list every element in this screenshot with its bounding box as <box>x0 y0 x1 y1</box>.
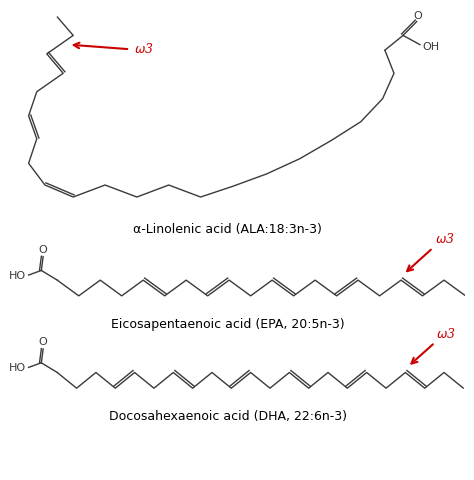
Text: $\omega$3: $\omega$3 <box>134 42 154 56</box>
Text: α-Linolenic acid (ALA:18:3n-3): α-Linolenic acid (ALA:18:3n-3) <box>134 223 322 236</box>
Text: O: O <box>39 336 47 347</box>
Text: OH: OH <box>423 41 440 51</box>
Text: $\omega$3: $\omega$3 <box>435 231 455 246</box>
Text: HO: HO <box>9 271 27 280</box>
Text: O: O <box>413 11 422 21</box>
Text: O: O <box>39 244 47 254</box>
Text: Docosahexaenoic acid (DHA, 22:6n-3): Docosahexaenoic acid (DHA, 22:6n-3) <box>109 409 347 422</box>
Text: Eicosapentaenoic acid (EPA, 20:5n-3): Eicosapentaenoic acid (EPA, 20:5n-3) <box>111 317 345 330</box>
Text: HO: HO <box>9 363 27 372</box>
Text: $\omega$3: $\omega$3 <box>436 326 456 340</box>
